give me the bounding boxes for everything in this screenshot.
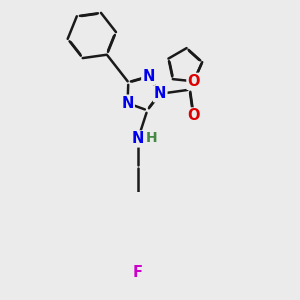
Text: N: N bbox=[142, 69, 155, 84]
Text: H: H bbox=[146, 131, 157, 145]
Text: N: N bbox=[154, 86, 167, 101]
Text: F: F bbox=[133, 265, 143, 280]
Text: N: N bbox=[122, 96, 134, 111]
Text: O: O bbox=[188, 74, 200, 89]
Text: N: N bbox=[132, 131, 144, 146]
Text: O: O bbox=[188, 108, 200, 123]
